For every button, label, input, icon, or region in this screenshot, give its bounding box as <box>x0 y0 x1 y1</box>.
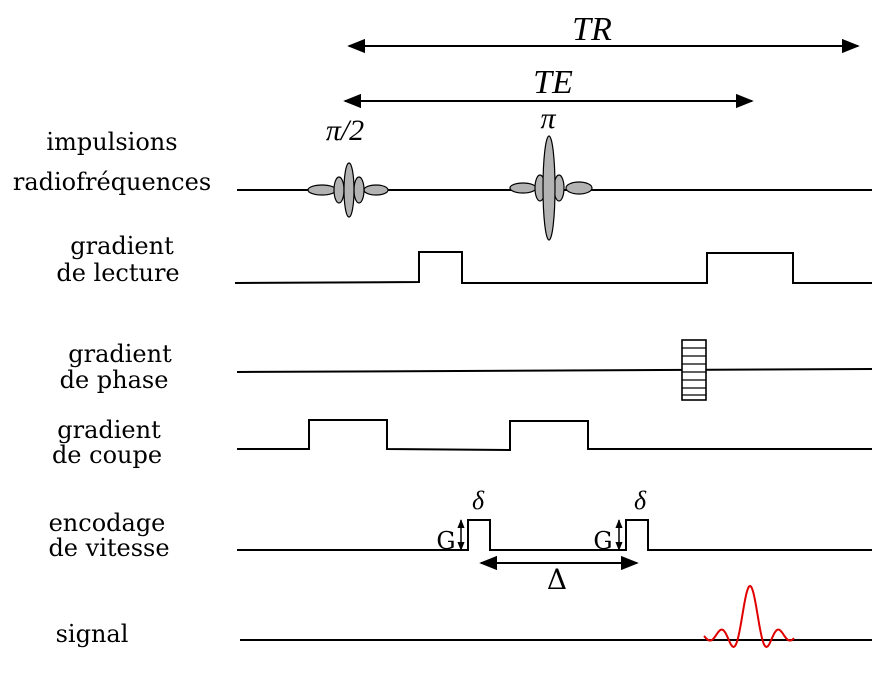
velocity-encoding-waveform <box>237 519 872 551</box>
te-label: TE <box>533 64 573 101</box>
delta-small-1: δ <box>472 486 485 515</box>
slice-label-line1: gradient <box>57 416 161 444</box>
pulse-180 <box>509 135 593 241</box>
readout-label-line1: gradient <box>70 232 174 260</box>
phase-encoding-table <box>681 339 707 401</box>
pulse-90 <box>307 162 389 218</box>
velocity-label-line1: encodage <box>49 509 166 537</box>
delta-big-label: Δ <box>547 563 567 596</box>
velocity-label-line2: de vitesse <box>48 534 169 562</box>
slice-gradient-waveform <box>237 419 872 452</box>
g-label-1: G <box>436 527 455 555</box>
phase-baseline <box>236 368 872 373</box>
readout-label-line2: de lecture <box>56 259 179 287</box>
tr-label: TR <box>572 11 612 48</box>
slice-label-line2: de coupe <box>52 441 162 469</box>
readout-gradient-waveform <box>234 251 872 284</box>
g-label-2: G <box>593 527 612 555</box>
rf-label-line2: radiofréquences <box>13 168 211 196</box>
pulse-90-label: π/2 <box>326 114 364 147</box>
signal-label: signal <box>56 620 129 648</box>
phase-label-line1: gradient <box>68 340 172 368</box>
delta-small-2: δ <box>634 486 647 515</box>
signal-echo-waveform <box>703 584 795 648</box>
rf-label-line1: impulsions <box>46 128 177 156</box>
pulse-180-label: π <box>540 102 556 135</box>
phase-label-line2: de phase <box>60 366 169 394</box>
